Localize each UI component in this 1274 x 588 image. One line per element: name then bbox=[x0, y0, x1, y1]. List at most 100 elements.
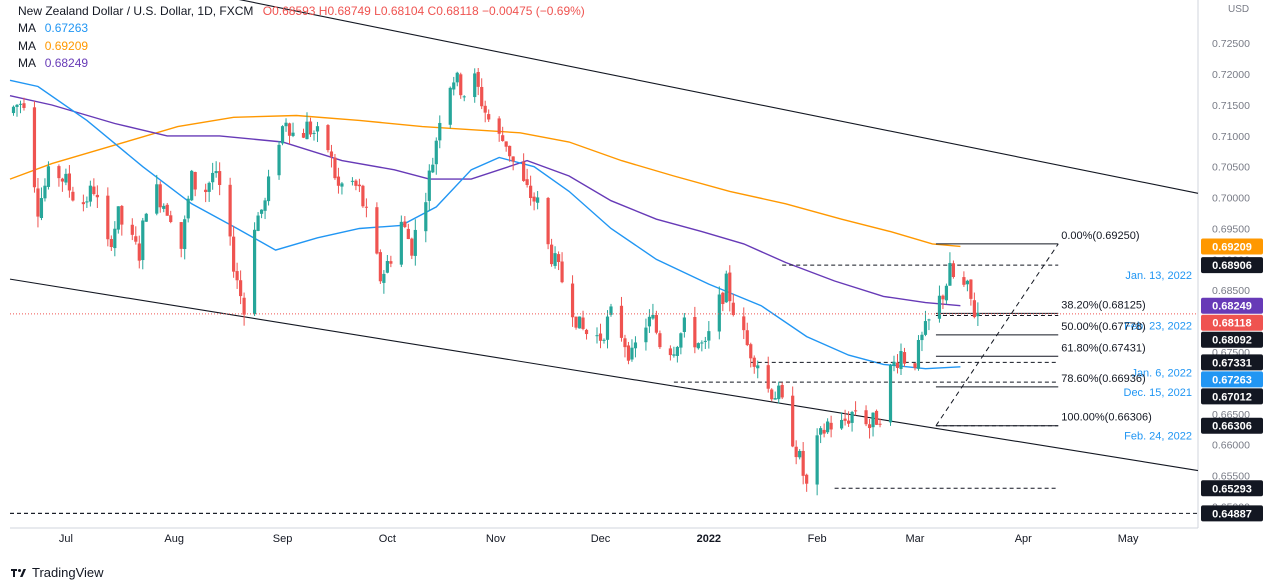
candle-body bbox=[574, 316, 578, 328]
candle-body bbox=[431, 164, 435, 173]
candle-body bbox=[36, 188, 40, 217]
candle-down bbox=[766, 356, 770, 393]
price-badge-label: 0.68906 bbox=[1212, 260, 1252, 272]
candle-body bbox=[525, 179, 529, 185]
ma-slow-value: 0.69209 bbox=[44, 39, 89, 53]
candle-up bbox=[312, 130, 316, 141]
candle-body bbox=[941, 295, 945, 300]
candle-body bbox=[584, 329, 589, 335]
candle-body bbox=[581, 317, 585, 329]
tradingview-logo[interactable]: TradingView bbox=[10, 565, 104, 580]
candle-up bbox=[826, 418, 830, 434]
candle-down bbox=[878, 418, 882, 428]
price-tick-label: 0.71000 bbox=[1212, 131, 1250, 143]
brand-name: TradingView bbox=[32, 565, 104, 580]
candle-body bbox=[679, 333, 683, 348]
candle-up bbox=[777, 381, 781, 404]
candle-down bbox=[501, 126, 505, 142]
candle-up bbox=[696, 342, 700, 350]
candle-up bbox=[920, 331, 924, 352]
candle-body bbox=[190, 170, 194, 201]
candle-body bbox=[595, 335, 599, 337]
candle-body bbox=[892, 361, 896, 366]
candle-body bbox=[798, 450, 802, 458]
candle-down bbox=[822, 423, 826, 438]
candle-body bbox=[403, 221, 407, 228]
candle-up bbox=[948, 252, 952, 286]
candle-body bbox=[459, 74, 463, 96]
candle-down bbox=[480, 78, 484, 110]
candle-down bbox=[780, 382, 784, 400]
candle-body bbox=[427, 170, 431, 201]
candle-body bbox=[756, 365, 760, 369]
candle-body bbox=[315, 126, 320, 132]
candle-down bbox=[525, 168, 529, 188]
candle-body bbox=[504, 141, 508, 147]
time-tick-label: Mar bbox=[905, 533, 924, 545]
candle-down bbox=[721, 291, 725, 312]
ma-legend-slow[interactable]: MA 0.69209 bbox=[18, 39, 88, 53]
ma-fast-label: MA bbox=[18, 21, 36, 35]
candle-up bbox=[630, 339, 634, 362]
time-tick-label: Sep bbox=[273, 533, 293, 545]
candle-body bbox=[619, 305, 624, 338]
candle-body bbox=[385, 261, 389, 273]
candle-body bbox=[15, 104, 19, 107]
candle-body bbox=[529, 185, 533, 199]
candle-down bbox=[410, 237, 414, 260]
candle-body bbox=[480, 86, 484, 107]
candle-down bbox=[853, 401, 858, 416]
candle-body bbox=[204, 189, 208, 193]
candle-down bbox=[403, 216, 407, 229]
candle-body bbox=[672, 354, 676, 356]
candle-body bbox=[169, 215, 173, 222]
candle-down bbox=[71, 186, 75, 202]
candle-up bbox=[207, 181, 211, 202]
fib-level-label: 0.00%(0.69250) bbox=[1061, 230, 1139, 242]
candle-down bbox=[95, 185, 99, 209]
candle-body bbox=[106, 195, 110, 240]
candle-down bbox=[497, 116, 501, 142]
candle-body bbox=[232, 236, 236, 272]
candle-up bbox=[644, 318, 648, 351]
candle-body bbox=[22, 103, 26, 108]
candle-up bbox=[965, 279, 969, 292]
price-badge-label: 0.68118 bbox=[1212, 318, 1251, 330]
candle-body bbox=[277, 144, 281, 176]
candle-down bbox=[742, 307, 746, 340]
candle-body bbox=[700, 342, 704, 344]
candle-body bbox=[560, 261, 564, 283]
candle-down bbox=[532, 192, 536, 211]
price-badge-label: 0.66306 bbox=[1212, 421, 1252, 433]
time-tick-label: 2022 bbox=[697, 533, 721, 545]
price-badge-label: 0.69209 bbox=[1212, 241, 1252, 253]
candle-up bbox=[707, 321, 711, 349]
candle-body bbox=[965, 280, 969, 285]
candle-up bbox=[553, 246, 557, 269]
candle-up bbox=[724, 270, 728, 303]
candle-body bbox=[60, 178, 65, 182]
ma-legend-mid[interactable]: MA 0.68249 bbox=[18, 56, 88, 70]
ma-legend-fast[interactable]: MA 0.67263 bbox=[18, 21, 88, 35]
price-badge-bg bbox=[1201, 417, 1263, 434]
candle-body bbox=[81, 202, 85, 205]
candle-body bbox=[364, 206, 368, 208]
candle-up bbox=[798, 449, 802, 460]
candle-up bbox=[11, 105, 16, 116]
candle-down bbox=[476, 68, 480, 96]
price-tick-label: 0.71500 bbox=[1212, 100, 1250, 112]
candle-down bbox=[658, 330, 662, 349]
candle-body bbox=[242, 297, 246, 315]
candle-body bbox=[134, 236, 138, 242]
price-badge: 0.69209 bbox=[1201, 238, 1263, 255]
candle-body bbox=[731, 302, 735, 315]
candle-body bbox=[18, 103, 23, 105]
candle-body bbox=[501, 135, 505, 141]
price-badge-label: 0.65293 bbox=[1212, 483, 1252, 495]
candle-up bbox=[679, 332, 683, 355]
candle-up bbox=[211, 162, 215, 190]
price-tick-label: 0.72500 bbox=[1212, 38, 1250, 50]
candle-body bbox=[399, 221, 403, 265]
price-badge: 0.67331 bbox=[1201, 354, 1263, 371]
